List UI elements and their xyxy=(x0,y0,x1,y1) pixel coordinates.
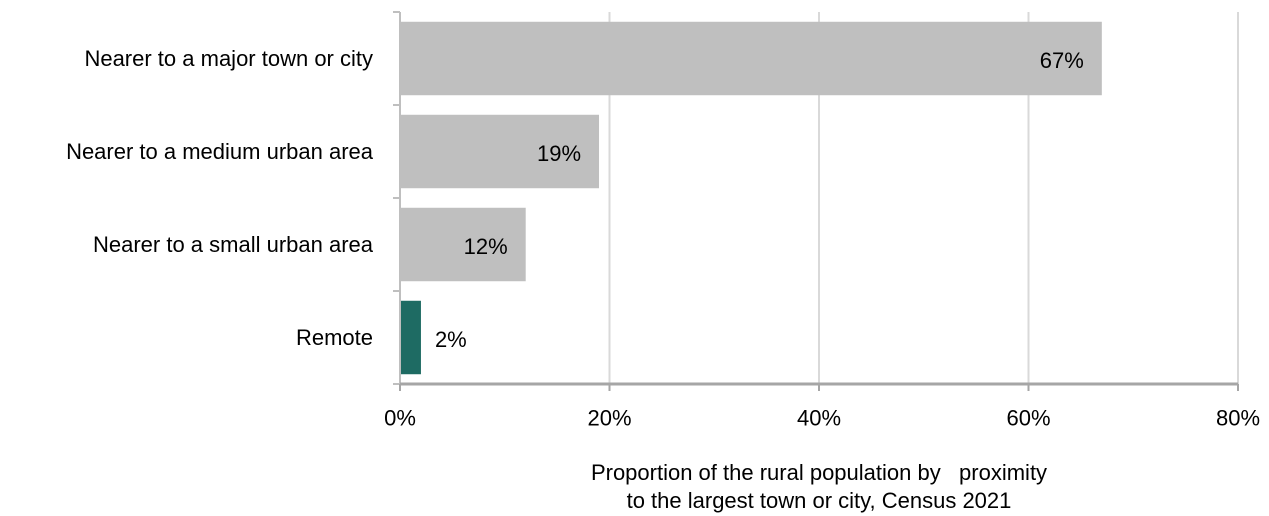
category-label-0: Nearer to a major town or city xyxy=(84,46,373,71)
x-axis-title-line-1: Proportion of the rural population by pr… xyxy=(590,460,1048,485)
axes xyxy=(393,11,1239,391)
data-label-2: 12% xyxy=(464,234,508,259)
data-label-1: 19% xyxy=(537,141,581,166)
category-label-2: Nearer to a small urban area xyxy=(93,232,374,257)
labels: Nearer to a major town or city 67% Nearer … xyxy=(66,46,1260,431)
bar-2 xyxy=(400,207,526,282)
bar-1 xyxy=(400,114,600,189)
data-label-3: 2% xyxy=(435,327,467,352)
data-label-0: 67% xyxy=(1040,48,1084,73)
category-label-3: Remote xyxy=(296,325,373,350)
x-tick-label-1: 20% xyxy=(587,406,631,431)
bar-3 xyxy=(400,300,421,375)
x-tick-label-0: 0% xyxy=(384,406,416,431)
x-tick-label-2: 40% xyxy=(797,406,841,431)
category-label-1: Nearer to a medium urban area xyxy=(66,139,374,164)
x-tick-label-4: 80% xyxy=(1216,406,1260,431)
x-axis-title-line-2: to the largest town or city, Census 2021 xyxy=(626,488,1012,513)
bar-0 xyxy=(400,21,1102,96)
x-tick-label-3: 60% xyxy=(1006,406,1050,431)
bars xyxy=(400,21,1102,375)
